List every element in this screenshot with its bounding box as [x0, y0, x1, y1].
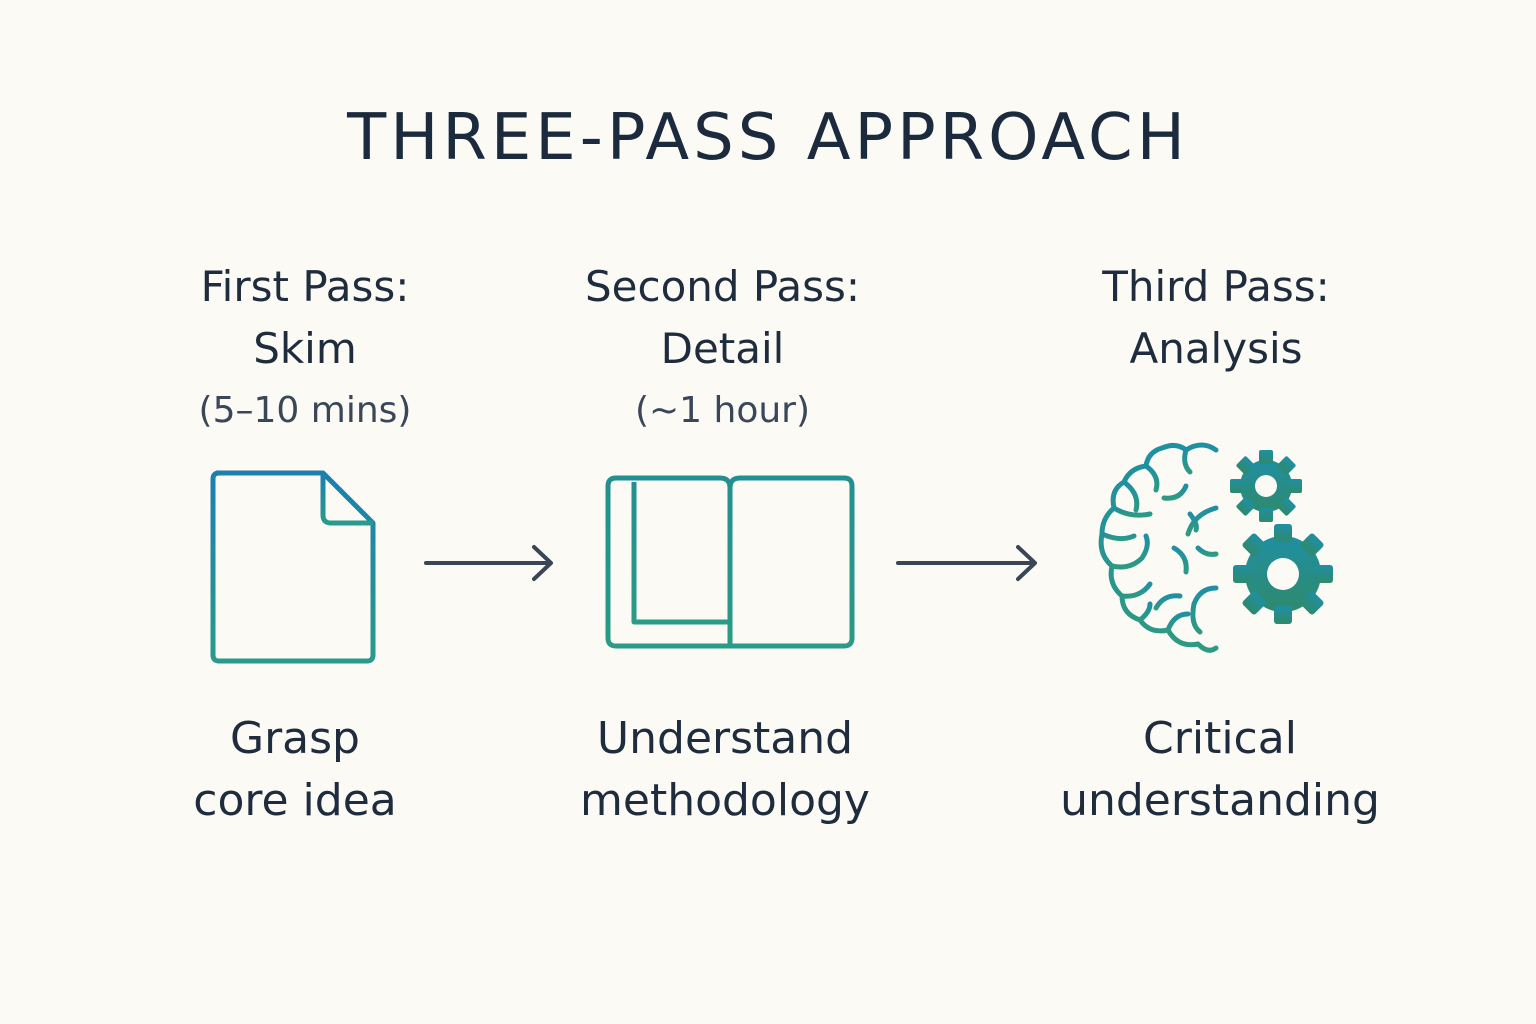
- open-book-icon: [605, 475, 855, 649]
- pass-2-goal-line-2: methodology: [580, 775, 870, 826]
- pass-3-heading: Third Pass:: [1102, 262, 1330, 311]
- pass-1-heading-block: First Pass: Skim (5–10 mins): [155, 256, 455, 442]
- pass-3-goal-line-2: understanding: [1060, 775, 1380, 826]
- small-gear-icon: [1230, 450, 1302, 522]
- pass-1-goal-line-2: core idea: [193, 775, 397, 826]
- pass-1-goal-line-1: Grasp: [229, 713, 360, 764]
- brain-gears-icon: [1098, 442, 1333, 653]
- pass-3-goal-line-1: Critical: [1143, 713, 1297, 764]
- large-gear-icon: [1233, 524, 1333, 624]
- arrow-right-icon: [896, 545, 1037, 581]
- pass-1-goal: Grasp core idea: [145, 708, 445, 832]
- pass-3-heading-block: Third Pass: Analysis: [1066, 256, 1366, 380]
- pass-2-goal: Understand methodology: [555, 708, 895, 832]
- pass-2-heading: Second Pass:: [584, 262, 860, 311]
- pass-2-goal-line-1: Understand: [596, 713, 854, 764]
- pass-3-name: Analysis: [1129, 324, 1303, 373]
- pass-1-time: (5–10 mins): [198, 390, 412, 431]
- pass-2-time: (~1 hour): [634, 390, 811, 431]
- pass-2-heading-block: Second Pass: Detail (~1 hour): [560, 256, 885, 442]
- arrow-right-icon: [424, 545, 553, 581]
- pass-2-name: Detail: [660, 324, 785, 373]
- diagram-title: THREE-PASS APPROACH: [347, 101, 1189, 175]
- pass-3-goal: Critical understanding: [1040, 708, 1400, 832]
- document-icon: [210, 470, 376, 664]
- pass-1-name: Skim: [253, 324, 357, 373]
- pass-1-heading: First Pass:: [200, 262, 410, 311]
